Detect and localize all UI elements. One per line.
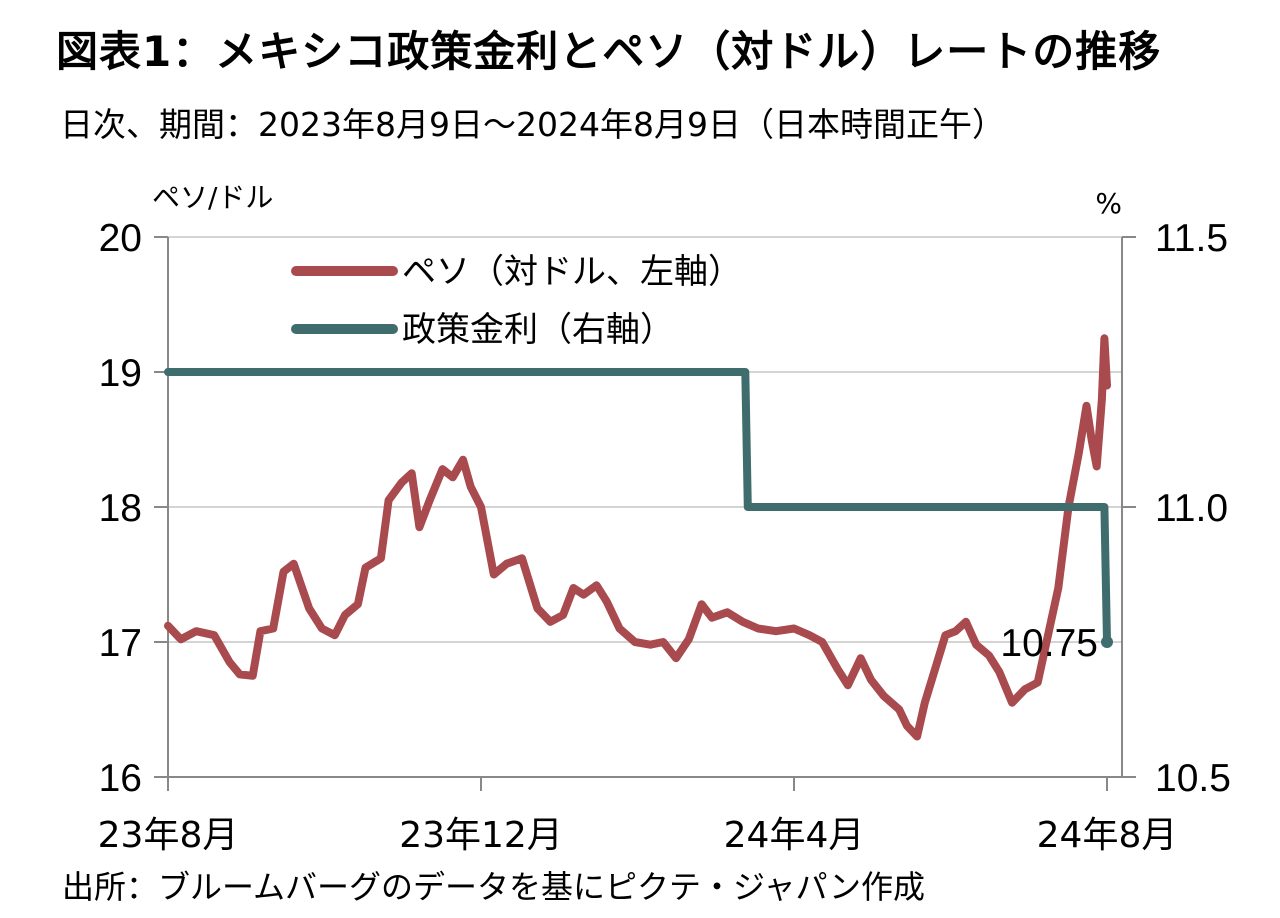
x-tick-label: 24年8月 <box>1037 815 1178 856</box>
x-tick-label: 24年4月 <box>724 815 865 856</box>
right-tick-label: 11.0 <box>1155 487 1228 530</box>
left-tick-label: 16 <box>99 757 142 800</box>
left-tick-label: 17 <box>99 622 142 665</box>
left-tick-label: 20 <box>99 217 142 260</box>
chart-title: 図表1：メキシコ政策金利とペソ（対ドル）レートの推移 <box>56 27 1162 76</box>
legend-label: 政策金利（右軸） <box>402 310 674 350</box>
right-axis-unit: % <box>1095 187 1122 220</box>
left-tick-label: 19 <box>99 352 142 395</box>
end-value-label: 10.75 <box>1000 622 1098 665</box>
x-tick-label: 23年12月 <box>399 815 563 856</box>
left-axis-unit: ペソ/ドル <box>152 181 273 214</box>
right-tick-label: 10.5 <box>1155 757 1231 800</box>
x-tick-label: 23年8月 <box>98 815 239 856</box>
legend-label: ペソ（対ドル、左軸） <box>402 252 742 292</box>
chart-subtitle: 日次、期間：2023年8月9日～2024年8月9日（日本時間正午） <box>60 105 1005 144</box>
policy-rate-end-point <box>1101 636 1113 648</box>
policy-rate-series-line <box>164 368 1111 646</box>
peso-series-line <box>164 334 1111 741</box>
source-note: 出所：ブルームバーグのデータを基にピクテ・ジャパン作成 <box>62 868 926 906</box>
left-tick-label: 18 <box>99 487 142 530</box>
right-tick-label: 11.5 <box>1155 217 1228 260</box>
